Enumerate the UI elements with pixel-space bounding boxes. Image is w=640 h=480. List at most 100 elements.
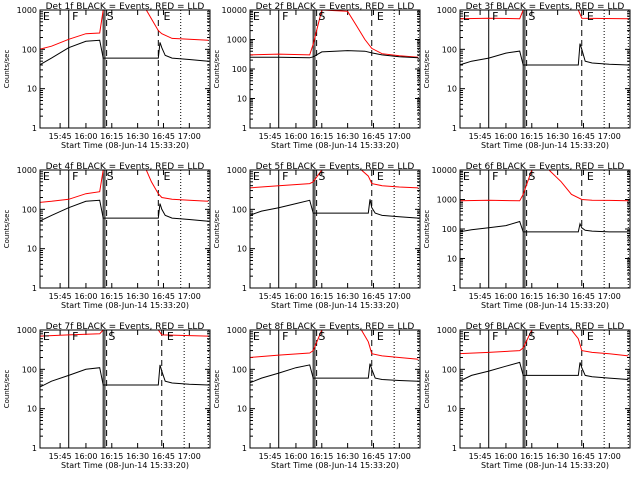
panel-title: Det 1f BLACK = Events, RED = LLD <box>46 2 205 12</box>
interval-label: S <box>528 170 535 183</box>
series-events-line <box>250 199 419 219</box>
y-tick-label: 100 <box>232 365 247 374</box>
x-tick-label: 16:00 <box>74 452 97 461</box>
panel-title: Det 2f BLACK = Events, RED = LLD <box>256 2 415 12</box>
y-tick-label: 100 <box>442 365 457 374</box>
y-tick-label: 100 <box>22 205 37 214</box>
x-tick-label: 15:45 <box>259 452 282 461</box>
x-tick-label: 15:45 <box>259 292 282 301</box>
x-axis-label: Start Time (08-Jun-14 15:33:20) <box>481 301 609 310</box>
series-lld-line <box>250 10 419 58</box>
x-axis-label: Start Time (08-Jun-14 15:33:20) <box>271 301 399 310</box>
y-tick-label: 10 <box>447 405 457 414</box>
x-axis-label: Start Time (08-Jun-14 15:33:20) <box>481 461 609 470</box>
y-tick-label: 1000 <box>227 166 247 175</box>
y-tick-label: 1000 <box>437 6 457 15</box>
x-tick-label: 16:30 <box>336 452 359 461</box>
interval-label: E <box>463 170 470 183</box>
y-axis-label: Counts/sec <box>423 370 431 409</box>
x-tick-label: 16:45 <box>572 292 595 301</box>
interval-label: S <box>528 330 535 343</box>
detector-panel: 1 10 100 1000 15:45 16:00 16:15 16:30 16:45 17:00… <box>213 162 421 310</box>
y-tick-label: 100 <box>232 65 247 74</box>
y-axis-label: Counts/sec <box>3 370 11 409</box>
y-tick-label: 1 <box>452 124 457 133</box>
x-tick-label: 16:00 <box>284 292 307 301</box>
y-tick-label: 100 <box>232 205 247 214</box>
interval-label: E <box>253 330 260 343</box>
x-tick-label: 17:00 <box>598 292 621 301</box>
x-tick-label: 16:30 <box>126 132 149 141</box>
x-tick-label: 16:15 <box>100 452 123 461</box>
interval-label: E <box>253 10 260 23</box>
series-lld-line <box>40 170 209 203</box>
x-tick-label: 15:45 <box>49 452 72 461</box>
panel-title: Det 6f BLACK = Events, RED = LLD <box>466 162 625 172</box>
series-events-line <box>250 50 419 59</box>
plot-frame <box>39 9 211 129</box>
x-tick-label: 16:45 <box>362 132 385 141</box>
x-tick-label: 17:00 <box>178 132 201 141</box>
panel-title: Det 8f BLACK = Events, RED = LLD <box>256 322 415 332</box>
x-tick-label: 16:45 <box>152 132 175 141</box>
panel-title: Det 3f BLACK = Events, RED = LLD <box>466 2 625 12</box>
detector-panel: 1 10 100 1000 15:45 16:00 16:15 16:30 16:45 17:00… <box>3 322 211 470</box>
interval-label: E <box>163 10 170 23</box>
y-tick-label: 100 <box>442 45 457 54</box>
y-tick-label: 1000 <box>437 326 457 335</box>
detector-panel: 1 10 100 1000 15:45 16:00 16:15 16:30 16:45 17:00… <box>3 162 211 310</box>
plot-frame <box>39 169 211 289</box>
series-events-line <box>40 199 209 222</box>
interval-label: E <box>463 10 470 23</box>
x-tick-label: 16:00 <box>494 452 517 461</box>
y-axis-label: Counts/sec <box>213 370 221 409</box>
interval-label: E <box>377 330 384 343</box>
x-tick-label: 16:30 <box>336 292 359 301</box>
x-tick-label: 17:00 <box>388 452 411 461</box>
interval-label: F <box>282 330 288 343</box>
y-tick-label: 10 <box>447 255 457 264</box>
x-tick-label: 16:00 <box>494 292 517 301</box>
x-axis-label: Start Time (08-Jun-14 15:33:20) <box>61 461 189 470</box>
plot-frame <box>459 329 631 449</box>
detector-panel: 1 10 100 1000 10000 15:45 16:00 16:15 16:30 16:45… <box>423 162 631 310</box>
y-tick-label: 1 <box>242 284 247 293</box>
x-tick-label: 17:00 <box>388 132 411 141</box>
y-tick-label: 10 <box>237 245 247 254</box>
x-tick-label: 17:00 <box>598 452 621 461</box>
y-tick-label: 1000 <box>437 196 457 205</box>
series-lld-line <box>40 330 209 337</box>
x-tick-label: 16:00 <box>284 452 307 461</box>
plot-frame <box>249 329 421 449</box>
x-tick-label: 16:15 <box>520 452 543 461</box>
x-tick-label: 16:45 <box>572 132 595 141</box>
y-tick-label: 1 <box>452 444 457 453</box>
y-tick-label: 10 <box>27 405 37 414</box>
x-tick-label: 16:15 <box>520 132 543 141</box>
series-events-line <box>250 363 419 384</box>
x-tick-label: 16:15 <box>310 292 333 301</box>
interval-label: E <box>253 170 260 183</box>
interval-label: E <box>463 330 470 343</box>
interval-label: S <box>318 10 325 23</box>
x-tick-label: 16:30 <box>546 452 569 461</box>
interval-label: S <box>318 330 325 343</box>
series-events-line <box>40 39 209 66</box>
series-lld-line <box>250 170 419 189</box>
x-tick-label: 16:30 <box>126 452 149 461</box>
detector-panel: 1 10 100 1000 15:45 16:00 16:15 16:30 16:45 17:00… <box>3 2 211 150</box>
y-tick-label: 10000 <box>432 166 457 175</box>
y-axis-label: Counts/sec <box>423 50 431 89</box>
y-tick-label: 1000 <box>17 6 37 15</box>
y-tick-label: 100 <box>22 365 37 374</box>
x-tick-label: 16:45 <box>152 452 175 461</box>
panel-title: Det 7f BLACK = Events, RED = LLD <box>46 322 205 332</box>
x-tick-label: 16:00 <box>494 132 517 141</box>
x-tick-label: 16:30 <box>336 132 359 141</box>
x-tick-label: 16:45 <box>362 292 385 301</box>
x-tick-label: 16:15 <box>520 292 543 301</box>
series-lld-line <box>460 170 629 202</box>
interval-label: S <box>318 170 325 183</box>
y-tick-label: 10 <box>237 405 247 414</box>
